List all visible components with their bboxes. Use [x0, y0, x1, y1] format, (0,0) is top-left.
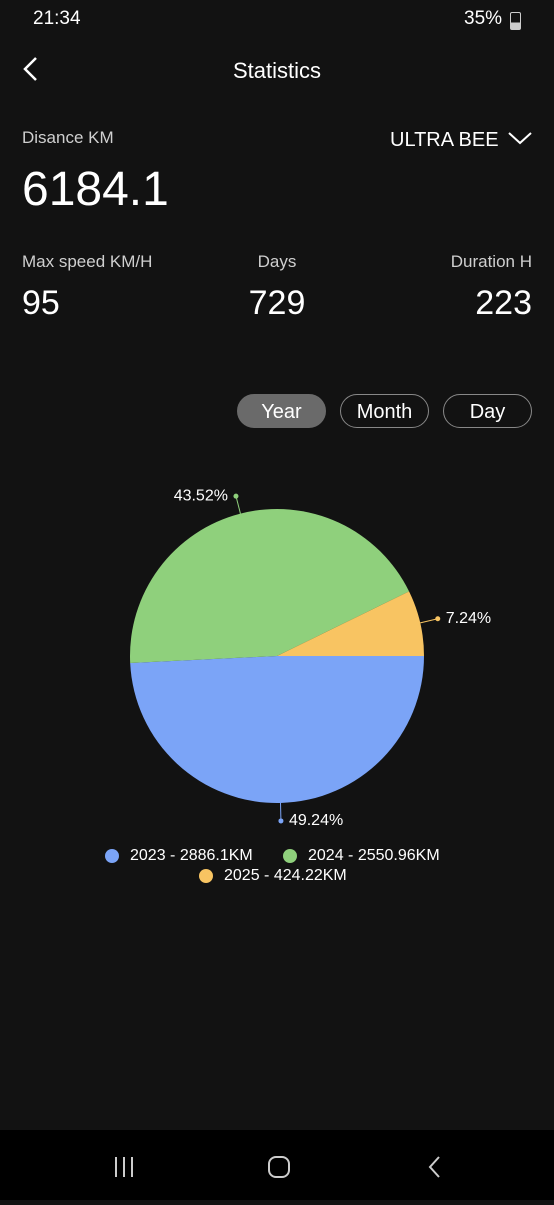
value-label: 49.24%: [289, 812, 343, 829]
leader-line: [420, 619, 438, 623]
stat-label: Max speed KM/H: [22, 252, 152, 272]
leader-line: [236, 496, 240, 513]
tab-day[interactable]: Day: [443, 394, 532, 428]
dropdown-icon[interactable]: [506, 128, 534, 148]
leader-dot: [278, 818, 283, 823]
legend-dot: [283, 849, 297, 863]
nav-bar: [0, 1130, 554, 1200]
value-label: 43.52%: [174, 487, 228, 504]
status-time: 21:34: [33, 8, 81, 30]
distance-label: Disance KM: [22, 128, 114, 148]
battery-icon: [510, 12, 521, 30]
page-title: Statistics: [0, 58, 554, 84]
value-label: 7.24%: [446, 610, 491, 627]
stat-value: 223: [475, 284, 532, 323]
stat-label: Duration H: [451, 252, 532, 272]
vehicle-select[interactable]: ULTRA BEE: [390, 129, 499, 152]
legend-label: 2024 - 2550.96KM: [308, 847, 440, 864]
legend-label: 2023 - 2886.1KM: [130, 847, 253, 864]
pie-chart: 49.24% 43.52% 7.24% 2023 - 2886.1KM 2024 - 2…: [0, 460, 554, 900]
distance-value: 6184.1: [22, 162, 169, 217]
nav-icons: [0, 1130, 554, 1200]
stat-value: 95: [22, 284, 60, 323]
legend-label: 2025 - 424.22KM: [224, 867, 347, 884]
legend-dot: [105, 849, 119, 863]
legend-dot: [199, 869, 213, 883]
stat-label: Days: [177, 252, 377, 272]
pie-slice: [130, 656, 424, 803]
tab-month[interactable]: Month: [340, 394, 429, 428]
tab-year[interactable]: Year: [237, 394, 326, 428]
stat-value: 729: [177, 284, 377, 323]
leader-dot: [435, 616, 440, 621]
leader-dot: [233, 494, 238, 499]
status-battery: 35%: [464, 8, 502, 30]
